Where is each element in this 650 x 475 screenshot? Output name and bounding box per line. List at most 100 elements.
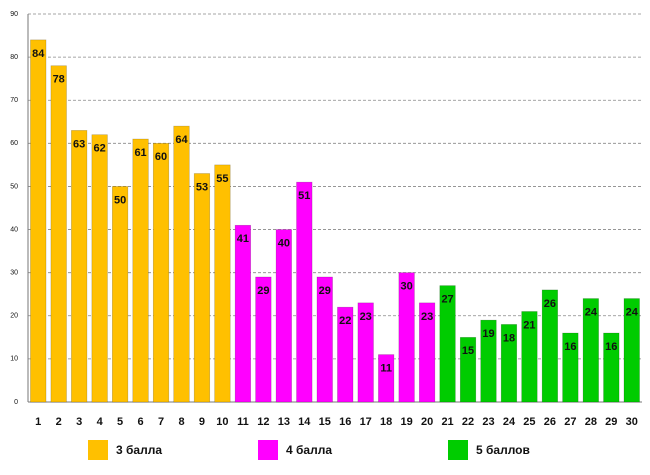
bar: [255, 276, 272, 403]
bar: [234, 224, 251, 403]
x-tick-label: 13: [278, 416, 290, 428]
bar: [582, 298, 599, 403]
bar: [30, 39, 47, 403]
data-label: 61: [134, 147, 146, 159]
legend-label: 4 балла: [286, 443, 332, 457]
x-tick-label: 27: [564, 416, 576, 428]
y-tick-label: 40: [10, 226, 18, 233]
data-label: 26: [544, 298, 556, 310]
legend-swatch: [258, 440, 278, 460]
data-label: 41: [237, 233, 249, 245]
bar: [193, 173, 211, 403]
data-label: 55: [216, 173, 228, 185]
data-label: 51: [298, 190, 310, 202]
y-tick-label: 60: [10, 140, 18, 147]
x-tick-label: 8: [178, 416, 184, 428]
data-label: 30: [401, 281, 413, 293]
x-tick-label: 10: [216, 416, 228, 428]
bar: [480, 319, 497, 403]
y-tick-label: 90: [10, 11, 18, 18]
bar: [459, 337, 477, 403]
x-tick-label: 14: [298, 416, 311, 428]
data-label: 29: [257, 285, 269, 297]
bar: [500, 324, 518, 403]
x-tick-label: 26: [544, 416, 556, 428]
bar: [316, 276, 333, 403]
x-tick-label: 1: [35, 416, 41, 428]
bar: [378, 354, 395, 403]
x-tick-label: 21: [441, 416, 453, 428]
data-label: 62: [94, 143, 106, 155]
x-tick-label: 15: [319, 416, 331, 428]
y-tick-label: 70: [10, 97, 18, 104]
data-label: 18: [503, 332, 515, 344]
bar: [112, 186, 129, 403]
bar: [152, 143, 170, 403]
bar: [541, 289, 558, 403]
x-tick-label: 11: [237, 416, 249, 428]
data-label: 53: [196, 181, 208, 193]
legend-label: 5 баллов: [476, 443, 530, 457]
bar: [50, 65, 67, 403]
x-tick-label: 17: [360, 416, 372, 428]
bar: [91, 134, 108, 403]
bar: [214, 164, 231, 403]
data-label: 23: [421, 311, 433, 323]
x-tick-label: 22: [462, 416, 474, 428]
bar: [337, 306, 354, 403]
bar: [357, 302, 374, 403]
x-tick-label: 16: [339, 416, 351, 428]
data-label: 84: [32, 48, 45, 60]
legend-label: 3 балла: [116, 443, 162, 457]
x-tick-label: 3: [76, 416, 82, 428]
x-tick-label: 4: [97, 416, 104, 428]
bar: [439, 285, 456, 403]
x-tick-label: 18: [380, 416, 392, 428]
x-tick-label: 5: [117, 416, 123, 428]
data-label: 63: [73, 138, 85, 150]
x-tick-label: 19: [401, 416, 413, 428]
data-label: 11: [380, 362, 392, 374]
data-label: 19: [482, 328, 494, 340]
x-tick-label: 12: [257, 416, 269, 428]
legend-swatch: [448, 440, 468, 460]
data-label: 22: [339, 315, 351, 327]
data-label: 24: [626, 306, 639, 318]
data-label: 60: [155, 151, 167, 163]
bar: [562, 332, 579, 403]
x-tick-label: 2: [56, 416, 62, 428]
bar: [275, 229, 292, 403]
y-tick-label: 0: [14, 399, 18, 406]
data-label: 16: [564, 341, 576, 353]
bar: [71, 130, 88, 403]
bar: [603, 332, 620, 403]
bar: [132, 138, 149, 403]
x-tick-label: 23: [482, 416, 494, 428]
data-label: 29: [319, 285, 331, 297]
y-tick-label: 80: [10, 54, 18, 61]
legend-swatch: [88, 440, 108, 460]
data-label: 16: [605, 341, 617, 353]
bar: [398, 272, 415, 403]
bar: [521, 311, 538, 403]
data-label: 78: [53, 74, 65, 86]
x-tick-label: 6: [138, 416, 144, 428]
bar: [296, 181, 313, 403]
data-label: 27: [441, 294, 453, 306]
x-tick-label: 9: [199, 416, 205, 428]
x-tick-label: 28: [585, 416, 597, 428]
x-tick-label: 7: [158, 416, 164, 428]
bar: [623, 298, 640, 403]
y-tick-label: 20: [10, 313, 18, 320]
x-tick-label: 30: [626, 416, 638, 428]
y-tick-label: 30: [10, 270, 18, 277]
y-tick-label: 50: [10, 183, 18, 190]
data-label: 15: [462, 345, 474, 357]
data-label: 50: [114, 194, 126, 206]
data-label: 64: [175, 134, 188, 146]
data-label: 21: [523, 319, 535, 331]
x-tick-label: 29: [605, 416, 617, 428]
y-tick-label: 10: [10, 356, 18, 363]
bar: [419, 302, 436, 403]
